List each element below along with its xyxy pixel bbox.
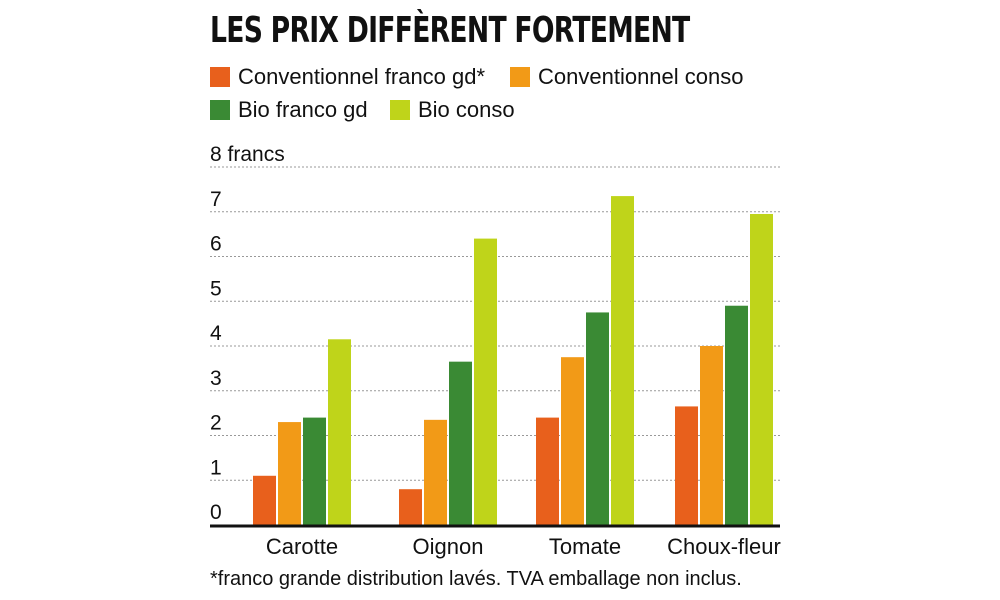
y-tick-label: 8 francs <box>210 143 285 166</box>
legend-label-bio-franco: Bio franco gd <box>238 97 368 122</box>
y-tick-label: 2 <box>210 412 222 435</box>
x-tick-label: Carotte <box>266 534 338 559</box>
bar-bio_franco <box>303 417 326 525</box>
y-tick-label: 0 <box>210 501 222 524</box>
bar-bio_conso <box>328 339 351 525</box>
x-tick-label: Tomate <box>549 534 621 559</box>
bar-conv_franco <box>675 406 698 525</box>
y-tick-label: 4 <box>210 322 222 345</box>
bar-conv_franco <box>399 489 422 525</box>
bar-conv_franco <box>536 417 559 525</box>
bar-bio_franco <box>586 312 609 525</box>
y-tick-label: 6 <box>210 233 222 256</box>
bar-bio_conso <box>611 196 634 525</box>
legend-item-conv-franco: Conventionnel franco gd* <box>210 64 485 90</box>
bar-conv_conso <box>700 346 723 525</box>
bar-bio_conso <box>750 213 773 526</box>
legend-label-bio-conso: Bio conso <box>418 97 515 122</box>
bar-conv_conso <box>278 422 301 525</box>
bar-bio_franco <box>725 305 748 525</box>
y-tick-label: 1 <box>210 456 222 479</box>
x-tick-label: Choux-fleur <box>667 534 781 559</box>
legend-label-conv-franco: Conventionnel franco gd* <box>238 64 486 89</box>
legend-swatch-conv-franco <box>210 67 230 87</box>
bar-bio_franco <box>449 361 472 525</box>
legend-item-bio-franco: Bio franco gd <box>210 97 368 123</box>
y-tick-label: 3 <box>210 367 222 390</box>
legend-label-conv-conso: Conventionnel conso <box>538 64 744 89</box>
chart-title: LES PRIX DIFFÈRENT FORTEMENT <box>210 10 690 51</box>
legend-swatch-bio-franco <box>210 100 230 120</box>
legend-item-bio-conso: Bio conso <box>390 97 515 123</box>
legend-swatch-conv-conso <box>510 67 530 87</box>
legend-swatch-bio-conso <box>390 100 410 120</box>
footnote: *franco grande distribution lavés. TVA e… <box>210 568 742 590</box>
y-tick-label: 5 <box>210 277 222 300</box>
bar-conv_conso <box>561 357 584 525</box>
y-tick-label: 7 <box>210 188 222 211</box>
x-tick-label: Oignon <box>413 534 484 559</box>
bar-bio_conso <box>474 238 497 525</box>
bar-conv_conso <box>424 419 447 525</box>
legend-item-conv-conso: Conventionnel conso <box>510 64 743 90</box>
bar-conv_franco <box>253 475 276 525</box>
